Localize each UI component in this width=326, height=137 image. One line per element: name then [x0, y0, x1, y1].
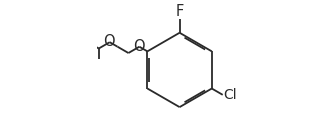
- Text: O: O: [103, 34, 115, 49]
- Text: O: O: [133, 39, 145, 54]
- Text: F: F: [175, 4, 184, 19]
- Text: Cl: Cl: [223, 88, 237, 102]
